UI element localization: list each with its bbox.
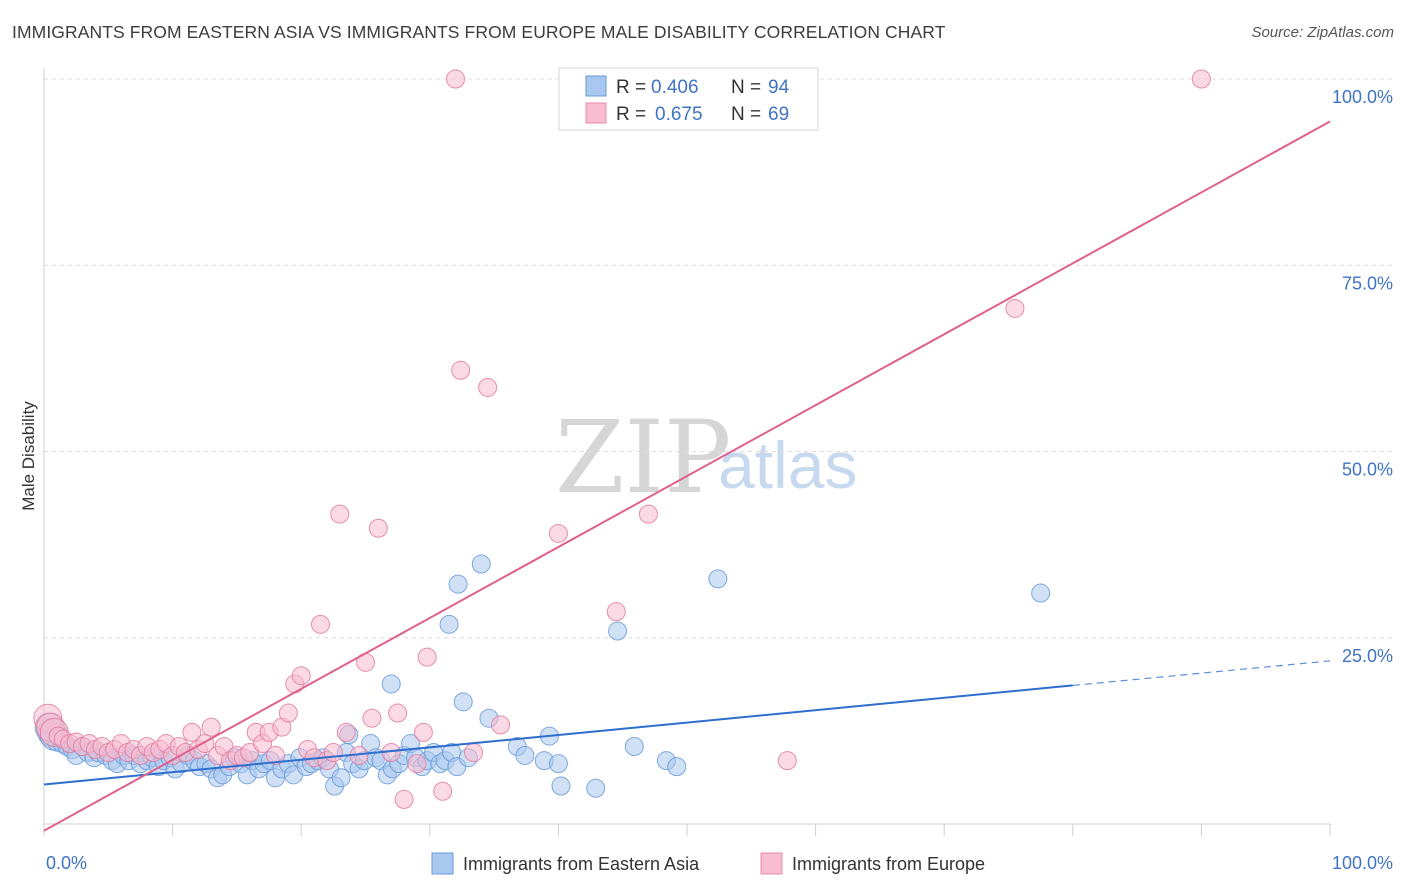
- point-series1-69: [1191, 69, 1211, 89]
- point-series0-92: [1031, 583, 1051, 603]
- legend-n-value-1: 69: [768, 104, 789, 125]
- bottom-legend-label-europe: Immigrants from Europe: [792, 854, 985, 874]
- point-series1-63: [491, 715, 511, 735]
- x-tick-label-min: 0.0%: [46, 853, 87, 873]
- scatter-points: [33, 69, 1211, 809]
- y-tick-label-1: 75.0%: [1342, 273, 1393, 293]
- point-series0-73: [453, 692, 473, 712]
- point-series1-70: [777, 751, 797, 771]
- point-series1-37: [265, 745, 285, 765]
- point-series1-46: [323, 742, 343, 762]
- point-series0-93: [608, 621, 628, 641]
- legend-r-value-1: 0.675: [655, 104, 703, 125]
- chart-title: IMMIGRANTS FROM EASTERN ASIA VS IMMIGRAN…: [12, 22, 946, 42]
- y-tick-labels: 100.0% 75.0% 50.0% 25.0%: [1332, 87, 1393, 666]
- y-tick-label-2: 50.0%: [1342, 460, 1393, 480]
- legend-r-label-0: R =: [616, 77, 646, 98]
- legend-n-label-0: N =: [731, 77, 761, 98]
- point-series0-87: [586, 778, 606, 798]
- point-series0-79: [448, 574, 468, 594]
- point-series1-60: [446, 69, 466, 89]
- point-series1-59: [433, 781, 453, 801]
- legend-r-value-0: 0.406: [651, 77, 699, 98]
- point-series1-57: [413, 722, 433, 742]
- point-series0-91: [708, 569, 728, 589]
- legend-n-value-0: 94: [768, 77, 790, 98]
- point-series1-64: [548, 523, 568, 543]
- chart-source: Source: ZipAtlas.com: [1251, 24, 1394, 41]
- bottom-legend: Immigrants from Eastern Asia Immigrants …: [431, 852, 985, 875]
- point-series1-58: [417, 647, 437, 667]
- y-tick-label-0: 100.0%: [1332, 87, 1393, 107]
- point-series1-52: [368, 518, 388, 538]
- point-series1-39: [278, 703, 298, 723]
- point-series1-62: [478, 377, 498, 397]
- point-series0-82: [515, 745, 535, 765]
- point-series1-47: [330, 504, 350, 524]
- point-series1-41: [291, 666, 311, 686]
- point-series0-88: [624, 737, 644, 757]
- bottom-legend-swatch-eastern-asia: [431, 852, 454, 875]
- trend-line-series1: [43, 120, 1331, 832]
- point-series1-48: [336, 722, 356, 742]
- point-series0-90: [667, 757, 687, 777]
- point-series1-68: [1005, 298, 1025, 318]
- point-series0-78: [439, 614, 459, 634]
- point-series1-55: [394, 789, 414, 809]
- bottom-legend-swatch-europe: [760, 852, 783, 875]
- trend-line-series0: [43, 684, 1073, 786]
- point-series0-77: [381, 674, 401, 694]
- point-series1-27: [201, 717, 221, 737]
- point-series1-71: [464, 742, 484, 762]
- legend-r-label-1: R =: [616, 104, 646, 125]
- gridlines: [44, 78, 1393, 639]
- y-tick-label-3: 25.0%: [1342, 646, 1393, 666]
- legend-swatch-eastern-asia: [585, 75, 607, 97]
- point-series1-61: [451, 360, 471, 380]
- x-tick-label-max: 100.0%: [1332, 853, 1393, 873]
- x-ticks: [172, 824, 1331, 836]
- point-series0-52: [331, 768, 351, 788]
- point-series1-54: [388, 703, 408, 723]
- legend-swatch-europe: [585, 102, 607, 124]
- trend-line-dashed-series0: [1072, 660, 1331, 687]
- y-axis-label: Male Disability: [19, 401, 38, 511]
- point-series0-86: [551, 776, 571, 796]
- legend-n-label-1: N =: [731, 104, 761, 125]
- watermark-atlas: atlas: [718, 428, 857, 502]
- point-series1-44: [310, 614, 330, 634]
- bottom-legend-label-eastern-asia: Immigrants from Eastern Asia: [463, 854, 700, 874]
- point-series0-85: [548, 754, 568, 774]
- point-series1-51: [362, 708, 382, 728]
- top-legend: R = 0.406 N = 94 R = 0.675 N = 69: [558, 67, 819, 131]
- point-series0-80: [471, 554, 491, 574]
- point-series1-56: [407, 754, 427, 774]
- watermark-zip: ZIP: [555, 399, 731, 516]
- point-series1-66: [638, 504, 658, 524]
- trend-lines: [43, 120, 1331, 832]
- point-series1-65: [606, 602, 626, 622]
- point-series1-24: [182, 722, 202, 742]
